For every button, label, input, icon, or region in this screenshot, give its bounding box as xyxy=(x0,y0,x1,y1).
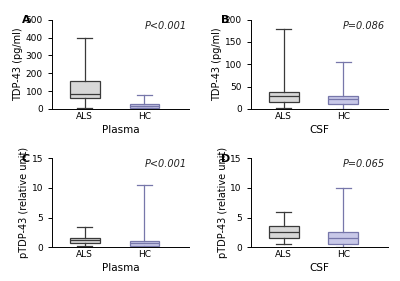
Y-axis label: TDP-43 (pg/ml): TDP-43 (pg/ml) xyxy=(212,28,222,101)
PathPatch shape xyxy=(70,238,100,243)
Text: C: C xyxy=(22,153,30,164)
PathPatch shape xyxy=(328,96,358,104)
Text: P<0.001: P<0.001 xyxy=(144,159,186,169)
Text: A: A xyxy=(22,15,30,25)
X-axis label: CSF: CSF xyxy=(310,125,329,135)
PathPatch shape xyxy=(70,81,100,98)
Text: P=0.065: P=0.065 xyxy=(343,159,385,169)
PathPatch shape xyxy=(130,241,159,246)
PathPatch shape xyxy=(269,92,298,102)
Y-axis label: pTDP-43 (relative unit): pTDP-43 (relative unit) xyxy=(218,147,228,258)
X-axis label: Plasma: Plasma xyxy=(102,263,139,273)
X-axis label: CSF: CSF xyxy=(310,263,329,273)
Y-axis label: TDP-43 (pg/ml): TDP-43 (pg/ml) xyxy=(13,28,23,101)
Text: P<0.001: P<0.001 xyxy=(144,21,186,31)
Text: B: B xyxy=(221,15,229,25)
PathPatch shape xyxy=(130,104,159,108)
Text: D: D xyxy=(221,153,230,164)
Text: P=0.086: P=0.086 xyxy=(343,21,385,31)
PathPatch shape xyxy=(269,226,298,238)
Y-axis label: pTDP-43 (relative unit): pTDP-43 (relative unit) xyxy=(19,147,29,258)
X-axis label: Plasma: Plasma xyxy=(102,125,139,135)
PathPatch shape xyxy=(328,232,358,244)
